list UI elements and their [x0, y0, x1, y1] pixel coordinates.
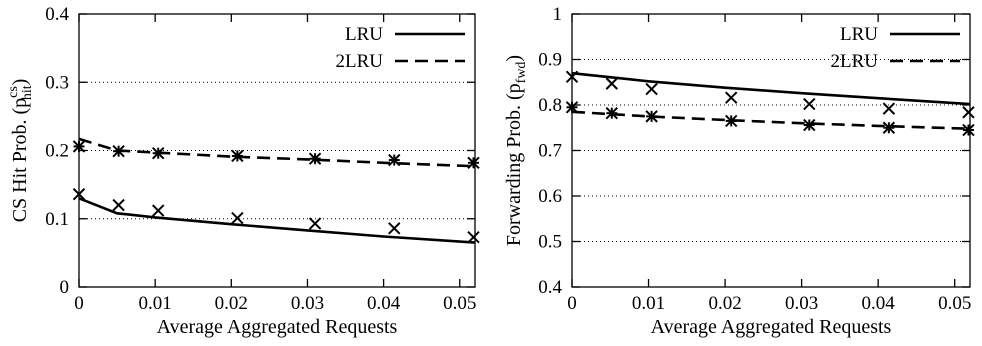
x-tick-label: 0.01 [139, 293, 172, 314]
x-tick-label: 0.05 [938, 293, 971, 314]
x-tick-label: 0 [74, 293, 84, 314]
y-tick-label: 0 [60, 277, 70, 298]
data-point-lru [388, 222, 401, 235]
plot-frame [571, 13, 971, 288]
x-tick-label: 0.02 [215, 293, 248, 314]
data-point-lru [882, 102, 896, 115]
data-point-2lru [962, 123, 975, 137]
data-point-2lru [467, 156, 480, 169]
data-point-lru [231, 211, 244, 225]
data-point-2lru [151, 147, 165, 160]
y-tick-label: 0.4 [45, 4, 69, 25]
y-axis-title-superscript: cs [6, 86, 21, 98]
data-point-lru [151, 204, 165, 217]
data-point-2lru [645, 110, 658, 123]
x-axis-title: Average Aggregated Requests [651, 316, 892, 338]
x-tick-label: 0 [567, 293, 577, 314]
data-point-lru [645, 82, 658, 96]
x-tick-label: 0.05 [443, 293, 476, 314]
data-point-lru [962, 106, 975, 119]
data-point-2lru [882, 121, 896, 134]
series-line-lru [571, 71, 971, 106]
data-point-lru [308, 217, 322, 230]
series-line-2lru [78, 137, 476, 168]
data-point-lru [467, 230, 480, 244]
data-point-2lru [388, 153, 401, 167]
x-tick-label: 0.03 [291, 293, 324, 314]
x-axis-title: Average Aggregated Requests [157, 316, 398, 338]
data-point-2lru [803, 118, 816, 132]
y-tick-label: 0.2 [45, 141, 69, 162]
data-point-lru [724, 91, 738, 104]
chart-cs-hit-probability: 0 0.1 0.2 0.3 0.4 0 0.01 0.02 0.03 0.04 0.05 Averag… [6, 4, 480, 338]
x-tick-label: 0.04 [862, 293, 896, 314]
chart-forwarding-probability: 0.4 0.5 0.6 0.7 0.8 0.9 1 0 0.01 0.02 0.03 0.04 0.05… [503, 4, 975, 338]
data-point-2lru [112, 144, 125, 158]
legend-label-lru: LRU [840, 24, 878, 45]
data-point-2lru [308, 152, 322, 165]
data-point-2lru [724, 114, 738, 128]
data-point-2lru [605, 106, 619, 120]
y-axis-title-subscript: hit [20, 85, 35, 100]
x-tick-label: 0.02 [708, 293, 741, 314]
y-axis-title-main: Forwarding Prob. (p [503, 83, 525, 246]
legend-label-2lru: 2LRU [336, 51, 384, 72]
y-axis-title: Forwarding Prob. (pfwd) [503, 55, 529, 246]
y-tick-label: 0.6 [538, 186, 562, 207]
y-axis-title: CS Hit Prob. (pcshit) [6, 79, 35, 223]
y-tick-label: 0.8 [538, 95, 562, 116]
y-tick-label: 0.5 [538, 232, 562, 253]
y-tick-label: 0.4 [538, 277, 562, 298]
data-point-lru [72, 187, 86, 201]
y-tick-label: 0.9 [538, 50, 562, 71]
data-point-lru [565, 70, 579, 83]
data-point-2lru [565, 101, 579, 114]
data-point-2lru [72, 140, 86, 153]
y-tick-label: 0.1 [45, 209, 69, 230]
y-axis-title-subscript: fwd [514, 62, 529, 84]
y-tick-label: 1 [553, 4, 563, 25]
y-tick-label: 0.7 [538, 141, 562, 162]
y-axis-title-close: ) [503, 55, 525, 62]
series-line-lru [78, 197, 476, 244]
x-tick-label: 0.01 [632, 293, 665, 314]
x-tick-label: 0.03 [785, 293, 818, 314]
data-point-lru [605, 77, 619, 90]
x-tick-label: 0.04 [367, 293, 401, 314]
legend-label-2lru: 2LRU [831, 51, 879, 72]
data-point-lru [112, 198, 125, 212]
legend-label-lru: LRU [345, 24, 383, 45]
y-axis-title-close: ) [9, 79, 31, 86]
y-tick-label: 0.3 [45, 72, 69, 93]
y-axis-title-main: CS Hit Prob. (p [9, 98, 31, 222]
series-line-2lru [571, 110, 971, 130]
data-point-2lru [231, 149, 244, 163]
data-point-lru [803, 97, 816, 111]
